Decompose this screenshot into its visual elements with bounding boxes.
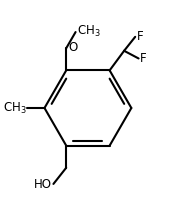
Text: O: O xyxy=(68,41,77,54)
Text: F: F xyxy=(140,52,146,65)
Text: HO: HO xyxy=(34,178,52,191)
Text: CH$_3$: CH$_3$ xyxy=(77,24,101,39)
Text: CH$_3$: CH$_3$ xyxy=(3,100,27,116)
Text: F: F xyxy=(136,30,143,43)
